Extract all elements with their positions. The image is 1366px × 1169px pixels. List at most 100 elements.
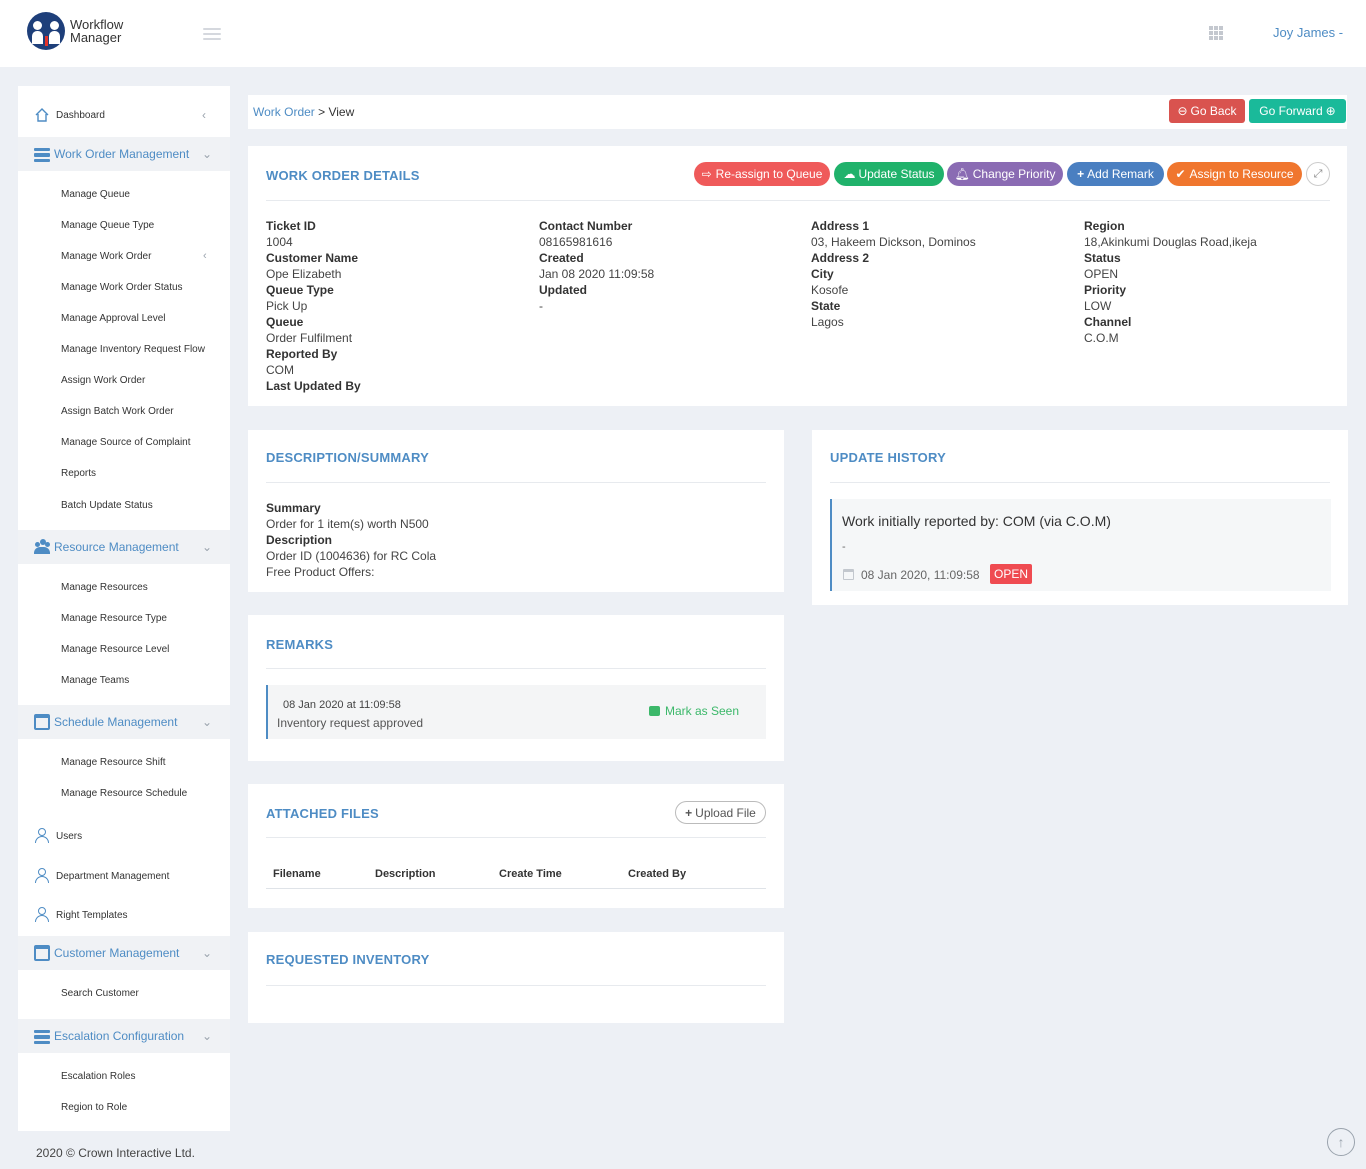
reassign-queue-button[interactable]: ⇨ Re-assign to Queue xyxy=(694,162,830,186)
assign-resource-button[interactable]: ✔ Assign to Resource xyxy=(1167,162,1302,186)
change-priority-button[interactable]: 🔔︎ Change Priority xyxy=(947,162,1063,186)
breadcrumb-bar: Work Order > View ⊖ Go Back Go Forward ⊕ xyxy=(248,95,1347,129)
field-value-updated: - xyxy=(539,299,543,313)
sidebar-item-manage-resource-schedule[interactable]: Manage Resource Schedule xyxy=(61,788,188,799)
field-label-city: City xyxy=(811,267,834,281)
sidebar-item-manage-work-order[interactable]: Manage Work Order ‹ xyxy=(61,250,207,262)
sidebar-item-manage-inventory-request-flow[interactable]: Manage Inventory Request Flow xyxy=(61,344,205,355)
sidebar-item-manage-approval-level[interactable]: Manage Approval Level xyxy=(61,313,166,324)
sidebar-label: Schedule Management xyxy=(54,715,178,729)
column-header-description[interactable]: Description xyxy=(375,868,436,880)
field-value-state: Lagos xyxy=(811,315,844,329)
server-icon xyxy=(34,146,50,162)
breadcrumb: Work Order > View xyxy=(253,105,354,119)
user-icon xyxy=(34,907,50,923)
sidebar-item-department[interactable]: Department Management xyxy=(18,859,230,893)
go-forward-button[interactable]: Go Forward ⊕ xyxy=(1249,99,1346,123)
field-value-city: Kosofe xyxy=(811,283,849,297)
app-logo[interactable]: Workflow Manager xyxy=(27,12,123,50)
field-value-reported-by: COM xyxy=(266,363,294,377)
server-icon xyxy=(34,1028,50,1044)
button-label: Update Status xyxy=(858,167,935,181)
chevron-down-icon: ⌄ xyxy=(202,540,213,554)
mark-as-seen-button[interactable]: Mark as Seen xyxy=(649,704,739,718)
share-icon: ⇨ xyxy=(701,167,712,181)
field-value-address-1: 03, Hakeem Dickson, Dominos xyxy=(811,235,976,249)
description-line-1: Order ID (1004636) for RC Cola xyxy=(266,549,437,563)
apps-grid-icon[interactable] xyxy=(1209,26,1223,40)
requested-inventory-panel: REQUESTED INVENTORY xyxy=(248,932,784,1023)
scroll-top-icon[interactable]: ↑ xyxy=(1327,1128,1355,1156)
sidebar-item-manage-resources[interactable]: Manage Resources xyxy=(61,582,148,593)
go-back-label: Go Back xyxy=(1190,104,1237,118)
button-label: Add Remark xyxy=(1087,167,1154,181)
field-value-status: OPEN xyxy=(1084,267,1119,281)
upload-file-button[interactable]: + Upload File xyxy=(675,801,766,824)
column-header-created-by[interactable]: Created By xyxy=(628,868,687,880)
sidebar-item-users[interactable]: Users xyxy=(18,819,230,853)
sidebar-item-right-templates[interactable]: Right Templates xyxy=(18,898,230,932)
sidebar-item-manage-teams[interactable]: Manage Teams xyxy=(61,675,130,686)
sidebar-item-manage-resource-type[interactable]: Manage Resource Type xyxy=(61,613,167,624)
field-value-priority: LOW xyxy=(1084,299,1112,313)
sidebar-group-customer[interactable]: Customer Management ⌄ xyxy=(18,936,230,970)
remark-text: Inventory request approved xyxy=(277,716,424,730)
go-forward-label: Go Forward xyxy=(1259,104,1323,118)
sidebar-label: Manage Work Order xyxy=(61,251,152,262)
sidebar-item-search-customer[interactable]: Search Customer xyxy=(61,988,139,999)
user-icon xyxy=(34,828,50,844)
sidebar: Dashboard ‹ Work Order Management ⌄ Mana… xyxy=(18,86,230,1131)
field-label-status: Status xyxy=(1084,251,1121,265)
expand-icon[interactable]: ⤢ xyxy=(1306,162,1330,186)
update-status-button[interactable]: ☁ Update Status xyxy=(834,162,944,186)
sidebar-item-manage-resource-shift[interactable]: Manage Resource Shift xyxy=(61,757,166,768)
sidebar-item-escalation-roles[interactable]: Escalation Roles xyxy=(61,1071,136,1082)
field-value-channel: C.O.M xyxy=(1084,331,1119,345)
breadcrumb-work-order-link[interactable]: Work Order xyxy=(253,105,315,119)
sidebar-item-manage-work-order-status[interactable]: Manage Work Order Status xyxy=(61,282,183,293)
column-header-create-time[interactable]: Create Time xyxy=(499,868,562,880)
sidebar-item-dashboard[interactable]: Dashboard ‹ xyxy=(18,98,230,132)
sidebar-label: Work Order Management xyxy=(54,147,190,161)
panel-title: REMARKS xyxy=(266,637,334,652)
chevron-down-icon: ⌄ xyxy=(202,715,213,729)
button-label: Assign to Resource xyxy=(1189,167,1294,181)
footer-copyright: 2020 © Crown Interactive Ltd. xyxy=(36,1146,195,1160)
sidebar-item-manage-source-of-complaint[interactable]: Manage Source of Complaint xyxy=(61,437,191,448)
user-menu[interactable]: Joy James - xyxy=(1273,25,1344,40)
sidebar-group-resource[interactable]: Resource Management ⌄ xyxy=(18,530,230,564)
column-header-filename[interactable]: Filename xyxy=(273,868,321,880)
sidebar-item-manage-queue[interactable]: Manage Queue xyxy=(61,189,130,200)
add-remark-button[interactable]: + Add Remark xyxy=(1067,162,1164,186)
history-entry-text: Work initially reported by: COM (via C.O… xyxy=(842,513,1111,529)
sidebar-label: Right Templates xyxy=(56,909,128,921)
sidebar-item-reports[interactable]: Reports xyxy=(61,468,97,479)
description-line-2: Free Product Offers: xyxy=(266,565,375,579)
sidebar-item-assign-work-order[interactable]: Assign Work Order xyxy=(61,375,146,386)
status-badge: OPEN xyxy=(990,564,1032,584)
sidebar-item-assign-batch-work-order[interactable]: Assign Batch Work Order xyxy=(61,406,174,417)
sidebar-group-escalation[interactable]: Escalation Configuration ⌄ xyxy=(18,1019,230,1053)
update-history-panel: UPDATE HISTORY Work initially reported b… xyxy=(812,430,1348,605)
sidebar-group-schedule[interactable]: Schedule Management ⌄ xyxy=(18,705,230,739)
sidebar-item-batch-update-status[interactable]: Batch Update Status xyxy=(61,500,153,511)
plus-icon: + xyxy=(1077,167,1085,181)
remarks-panel: REMARKS 08 Jan 2020 at 11:09:58 Inventor… xyxy=(248,615,784,761)
users-icon xyxy=(34,539,50,555)
menu-toggle-icon[interactable] xyxy=(203,28,221,40)
upload-label: Upload File xyxy=(695,805,756,820)
panel-title: ATTACHED FILES xyxy=(266,806,379,821)
history-entry-time: 08 Jan 2020, 11:09:58 xyxy=(861,568,980,582)
go-back-button[interactable]: ⊖ Go Back xyxy=(1169,99,1245,123)
field-label-address-1: Address 1 xyxy=(811,219,870,233)
sidebar-group-work-order[interactable]: Work Order Management ⌄ xyxy=(18,137,230,171)
field-label-priority: Priority xyxy=(1084,283,1127,297)
sidebar-item-manage-queue-type[interactable]: Manage Queue Type xyxy=(61,220,155,231)
summary-value: Order for 1 item(s) worth N500 xyxy=(266,517,429,531)
sidebar-item-manage-resource-level[interactable]: Manage Resource Level xyxy=(61,644,170,655)
bell-icon: 🔔︎ xyxy=(954,167,970,181)
calendar-icon xyxy=(34,714,50,730)
description-panel: DESCRIPTION/SUMMARY Summary Order for 1 … xyxy=(248,430,784,592)
work-order-details-panel: WORK ORDER DETAILS ⇨ Re-assign to Queue ☁… xyxy=(248,146,1347,406)
sidebar-item-region-to-role[interactable]: Region to Role xyxy=(61,1102,128,1113)
